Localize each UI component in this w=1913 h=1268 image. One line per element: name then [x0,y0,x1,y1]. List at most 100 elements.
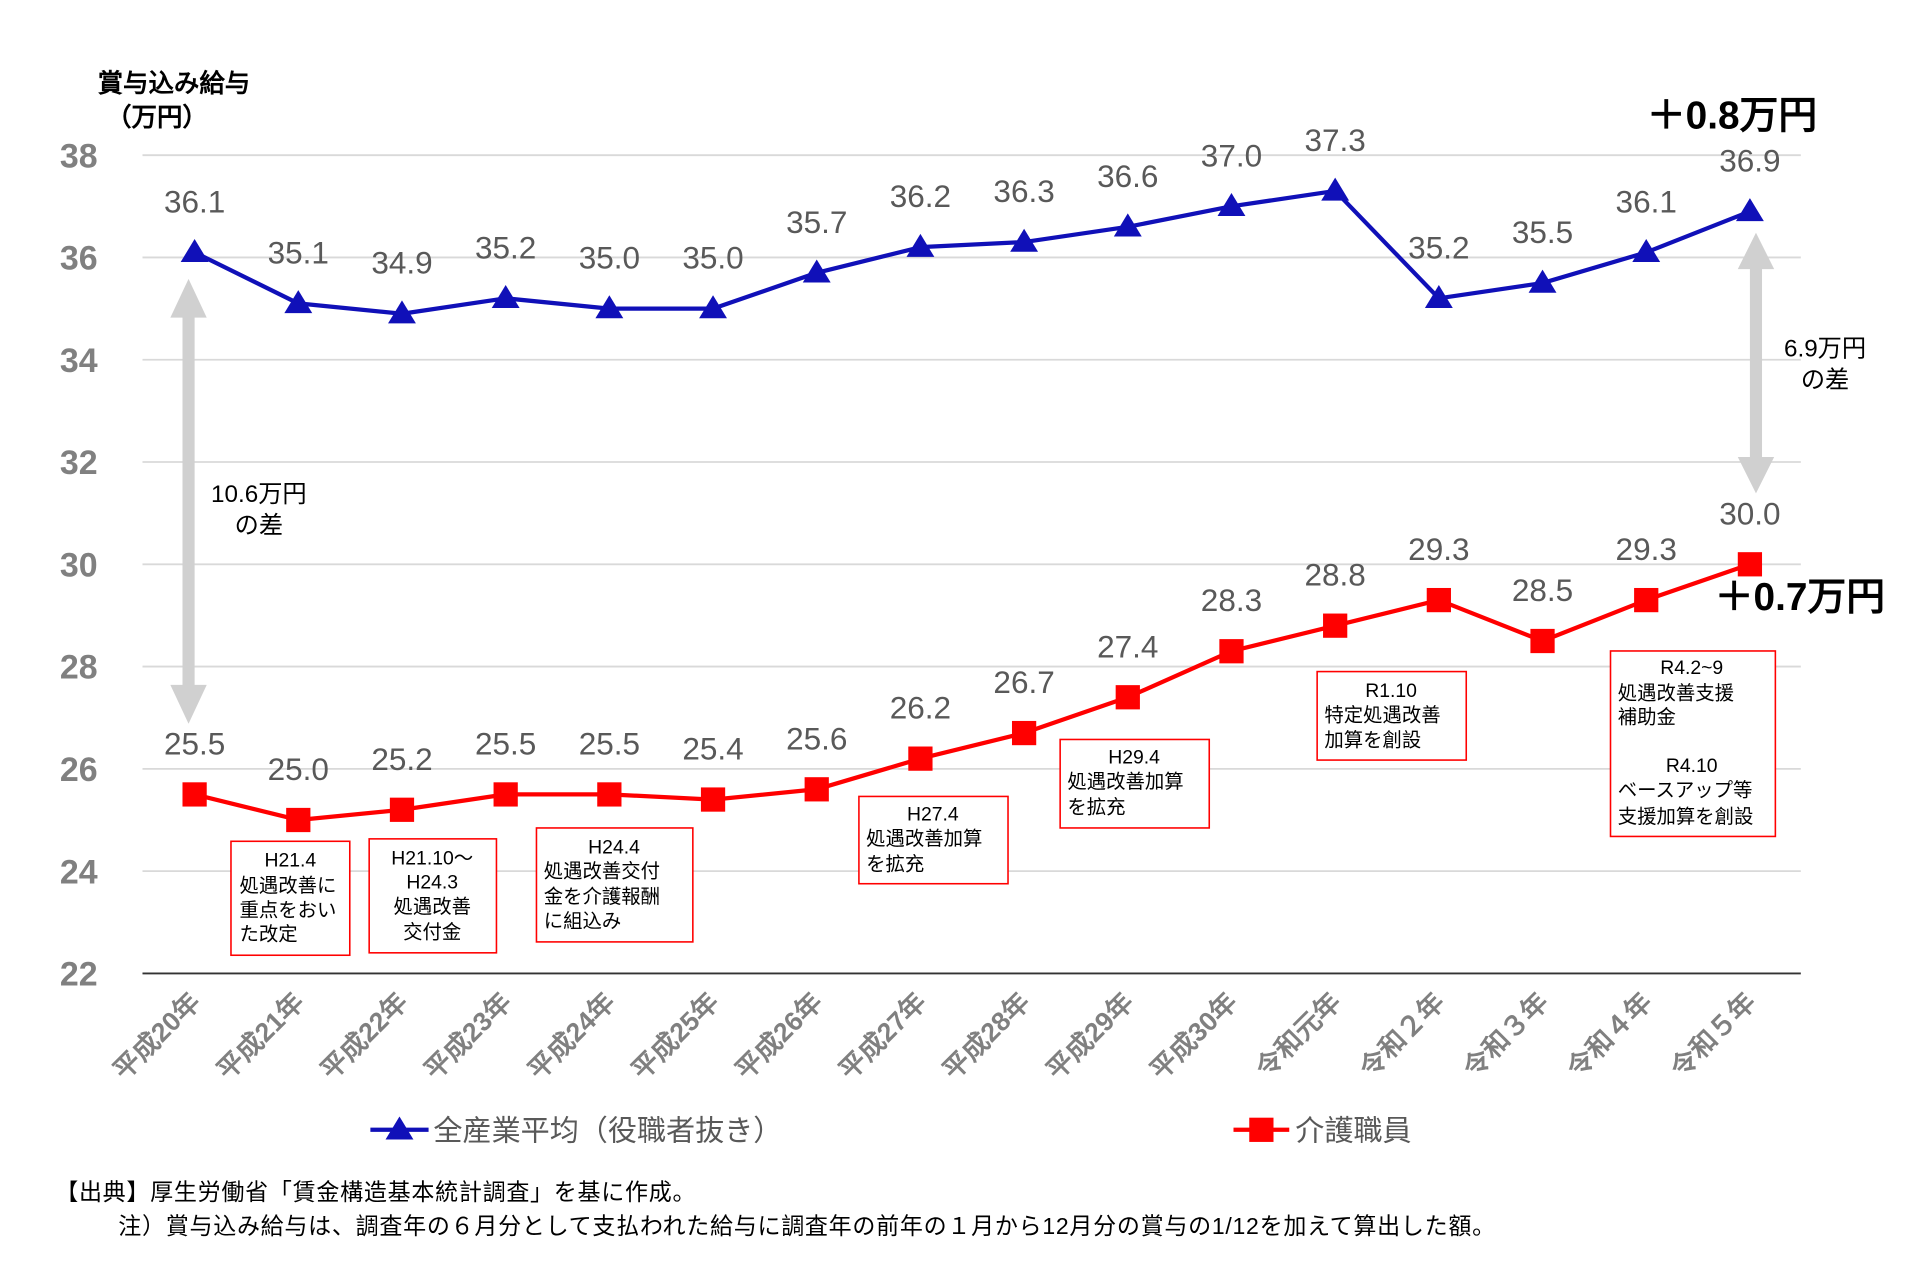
data-point-all-industry-16 [1735,198,1764,222]
y-tick-label-26: 26 [60,751,98,789]
data-label-care-workers-7: 25.6 [786,720,847,756]
note-line: 交付金 [403,921,461,943]
data-label-all-industry-13: 35.2 [1408,229,1469,265]
data-label-all-industry-3: 34.9 [371,245,432,281]
x-tick-label-10: 平成29年 [1041,987,1140,1086]
data-point-all-industry-6 [699,295,727,319]
footer-note: 注）賞与込み給与は、調査年の６月分として支払われた給与に調査年の前年の１月から1… [118,1213,1496,1239]
data-point-care-workers-5 [597,782,622,807]
series-care-workers [182,552,1763,833]
data-label-all-industry-7: 35.7 [786,204,847,240]
note-box-border [1316,670,1468,761]
data-point-care-workers-2 [286,807,311,833]
y-tick-label-32: 32 [60,444,98,482]
x-tick-label-15: 令和４年 [1561,987,1658,1084]
data-label-all-industry-2: 35.1 [268,234,329,270]
change-annotation-care-workers: ＋0.7万円 [1715,576,1885,619]
x-tick-label-9: 平成28年 [937,987,1036,1086]
data-label-care-workers-2: 25.0 [268,751,329,787]
y-tick-label-36: 36 [60,240,98,278]
data-label-care-workers-1: 25.5 [164,725,225,761]
note-box-border [368,838,498,954]
x-tick-label-13: 令和２年 [1354,987,1451,1084]
x-tick-label-14: 令和３年 [1457,987,1554,1084]
series-line-all-industry [192,188,1753,316]
note-date: R4.2~9 [1660,657,1723,679]
y-tick-labels: 22 24 26 28 30 32 34 36 38 [60,137,98,993]
data-point-care-workers-12 [1323,613,1348,638]
gap-arrow-shaft [182,312,195,690]
data-point-all-industry-13 [1424,285,1453,309]
x-tick-label-5: 平成24年 [522,987,621,1086]
note-date: R1.10 [1365,680,1417,702]
data-label-care-workers-14: 28.5 [1512,572,1573,608]
note-date: H29.4 [1108,747,1160,769]
data-label-care-workers-3: 25.2 [371,741,432,777]
data-point-care-workers-9 [1011,720,1037,746]
data-point-care-workers-4 [493,782,518,807]
y-tick-label-30: 30 [60,546,98,584]
x-tick-label-12: 令和元年 [1250,987,1347,1084]
arrow-down-icon [170,684,207,724]
x-tick-label-16: 令和５年 [1665,987,1762,1084]
note-box-border [230,840,351,957]
note-line: 処遇改善支援 [1618,682,1734,704]
x-tick-labels: 平成20年 平成21年 平成22年 平成23年 平成24年 平成25年 平成26年 平成27年… [107,987,1761,1086]
note-date: H24.4 [588,836,640,858]
x-tick-label-7: 平成26年 [730,987,829,1086]
note-line: 補助金 [1618,707,1676,729]
data-point-care-workers-1 [182,782,207,807]
data-point-all-industry-3 [388,300,416,324]
note-line: 金を介護報酬 [544,886,660,908]
data-point-all-industry-12 [1321,177,1350,201]
series-all-industry [180,177,1764,324]
series [180,177,1764,833]
gap-arrow-shaft [1749,264,1763,462]
data-point-care-workers-15 [1634,587,1659,613]
note-line: た改定 [239,924,297,946]
data-label-care-workers-10: 27.4 [1097,628,1158,664]
y-tick-label-24: 24 [60,853,98,891]
data-point-all-industry-7 [802,259,831,283]
x-tick-label-11: 平成30年 [1144,987,1243,1086]
legend-label-care-workers: 介護職員 [1295,1115,1411,1148]
data-label-all-industry-1: 36.1 [164,183,225,219]
note-line: 支援加算を創設 [1618,806,1754,828]
note-date: H21.10～ [391,847,473,869]
data-label-all-industry-14: 35.5 [1512,214,1573,250]
footer-source: 【出典】厚生労働省「賃金構造基本統計調査」を基に作成。 [55,1179,696,1205]
data-point-all-industry-14 [1528,269,1557,293]
note-line: 処遇改善加算 [1067,771,1183,793]
data-label-care-workers-6: 25.4 [682,731,743,767]
arrow-up-icon [170,278,207,318]
series-line-care-workers [192,562,1753,823]
data-label-all-industry-9: 36.3 [993,173,1054,209]
data-point-all-industry-1 [180,239,209,263]
triangle-marker-icon [385,1116,414,1140]
square-marker-icon [1249,1117,1274,1142]
data-point-all-industry-8 [906,233,935,257]
data-label-all-industry-16: 36.9 [1719,142,1780,178]
data-point-all-industry-10 [1113,213,1142,237]
note-line: 処遇改善交付 [544,861,660,883]
data-label-all-industry-8: 36.2 [890,178,951,214]
data-point-care-workers-3 [389,797,415,822]
gap-label-start-suffix: の差 [235,512,283,539]
x-tick-label-2: 平成21年 [211,987,310,1086]
gap-label-end-suffix: の差 [1801,367,1849,394]
note-line: 処遇改善に [239,875,336,897]
data-point-care-workers-16 [1737,552,1763,577]
note-box-border [1609,650,1777,838]
arrow-up-icon [1737,232,1775,270]
data-point-care-workers-13 [1426,587,1451,613]
note-line: 処遇改善加算 [866,828,982,850]
note-line: 加算を創設 [1324,730,1421,752]
note-box-border [858,795,1009,885]
arrow-down-icon [1737,457,1775,494]
policy-note-h29-4: H29.4 処遇改善加算 を拡充 [1059,738,1211,829]
y-tick-label-22: 22 [60,956,98,994]
data-point-all-industry-9 [1010,228,1039,252]
y-tick-label-38: 38 [60,137,98,175]
data-label-all-industry-10: 36.6 [1097,158,1158,194]
note-date: H27.4 [907,804,959,826]
